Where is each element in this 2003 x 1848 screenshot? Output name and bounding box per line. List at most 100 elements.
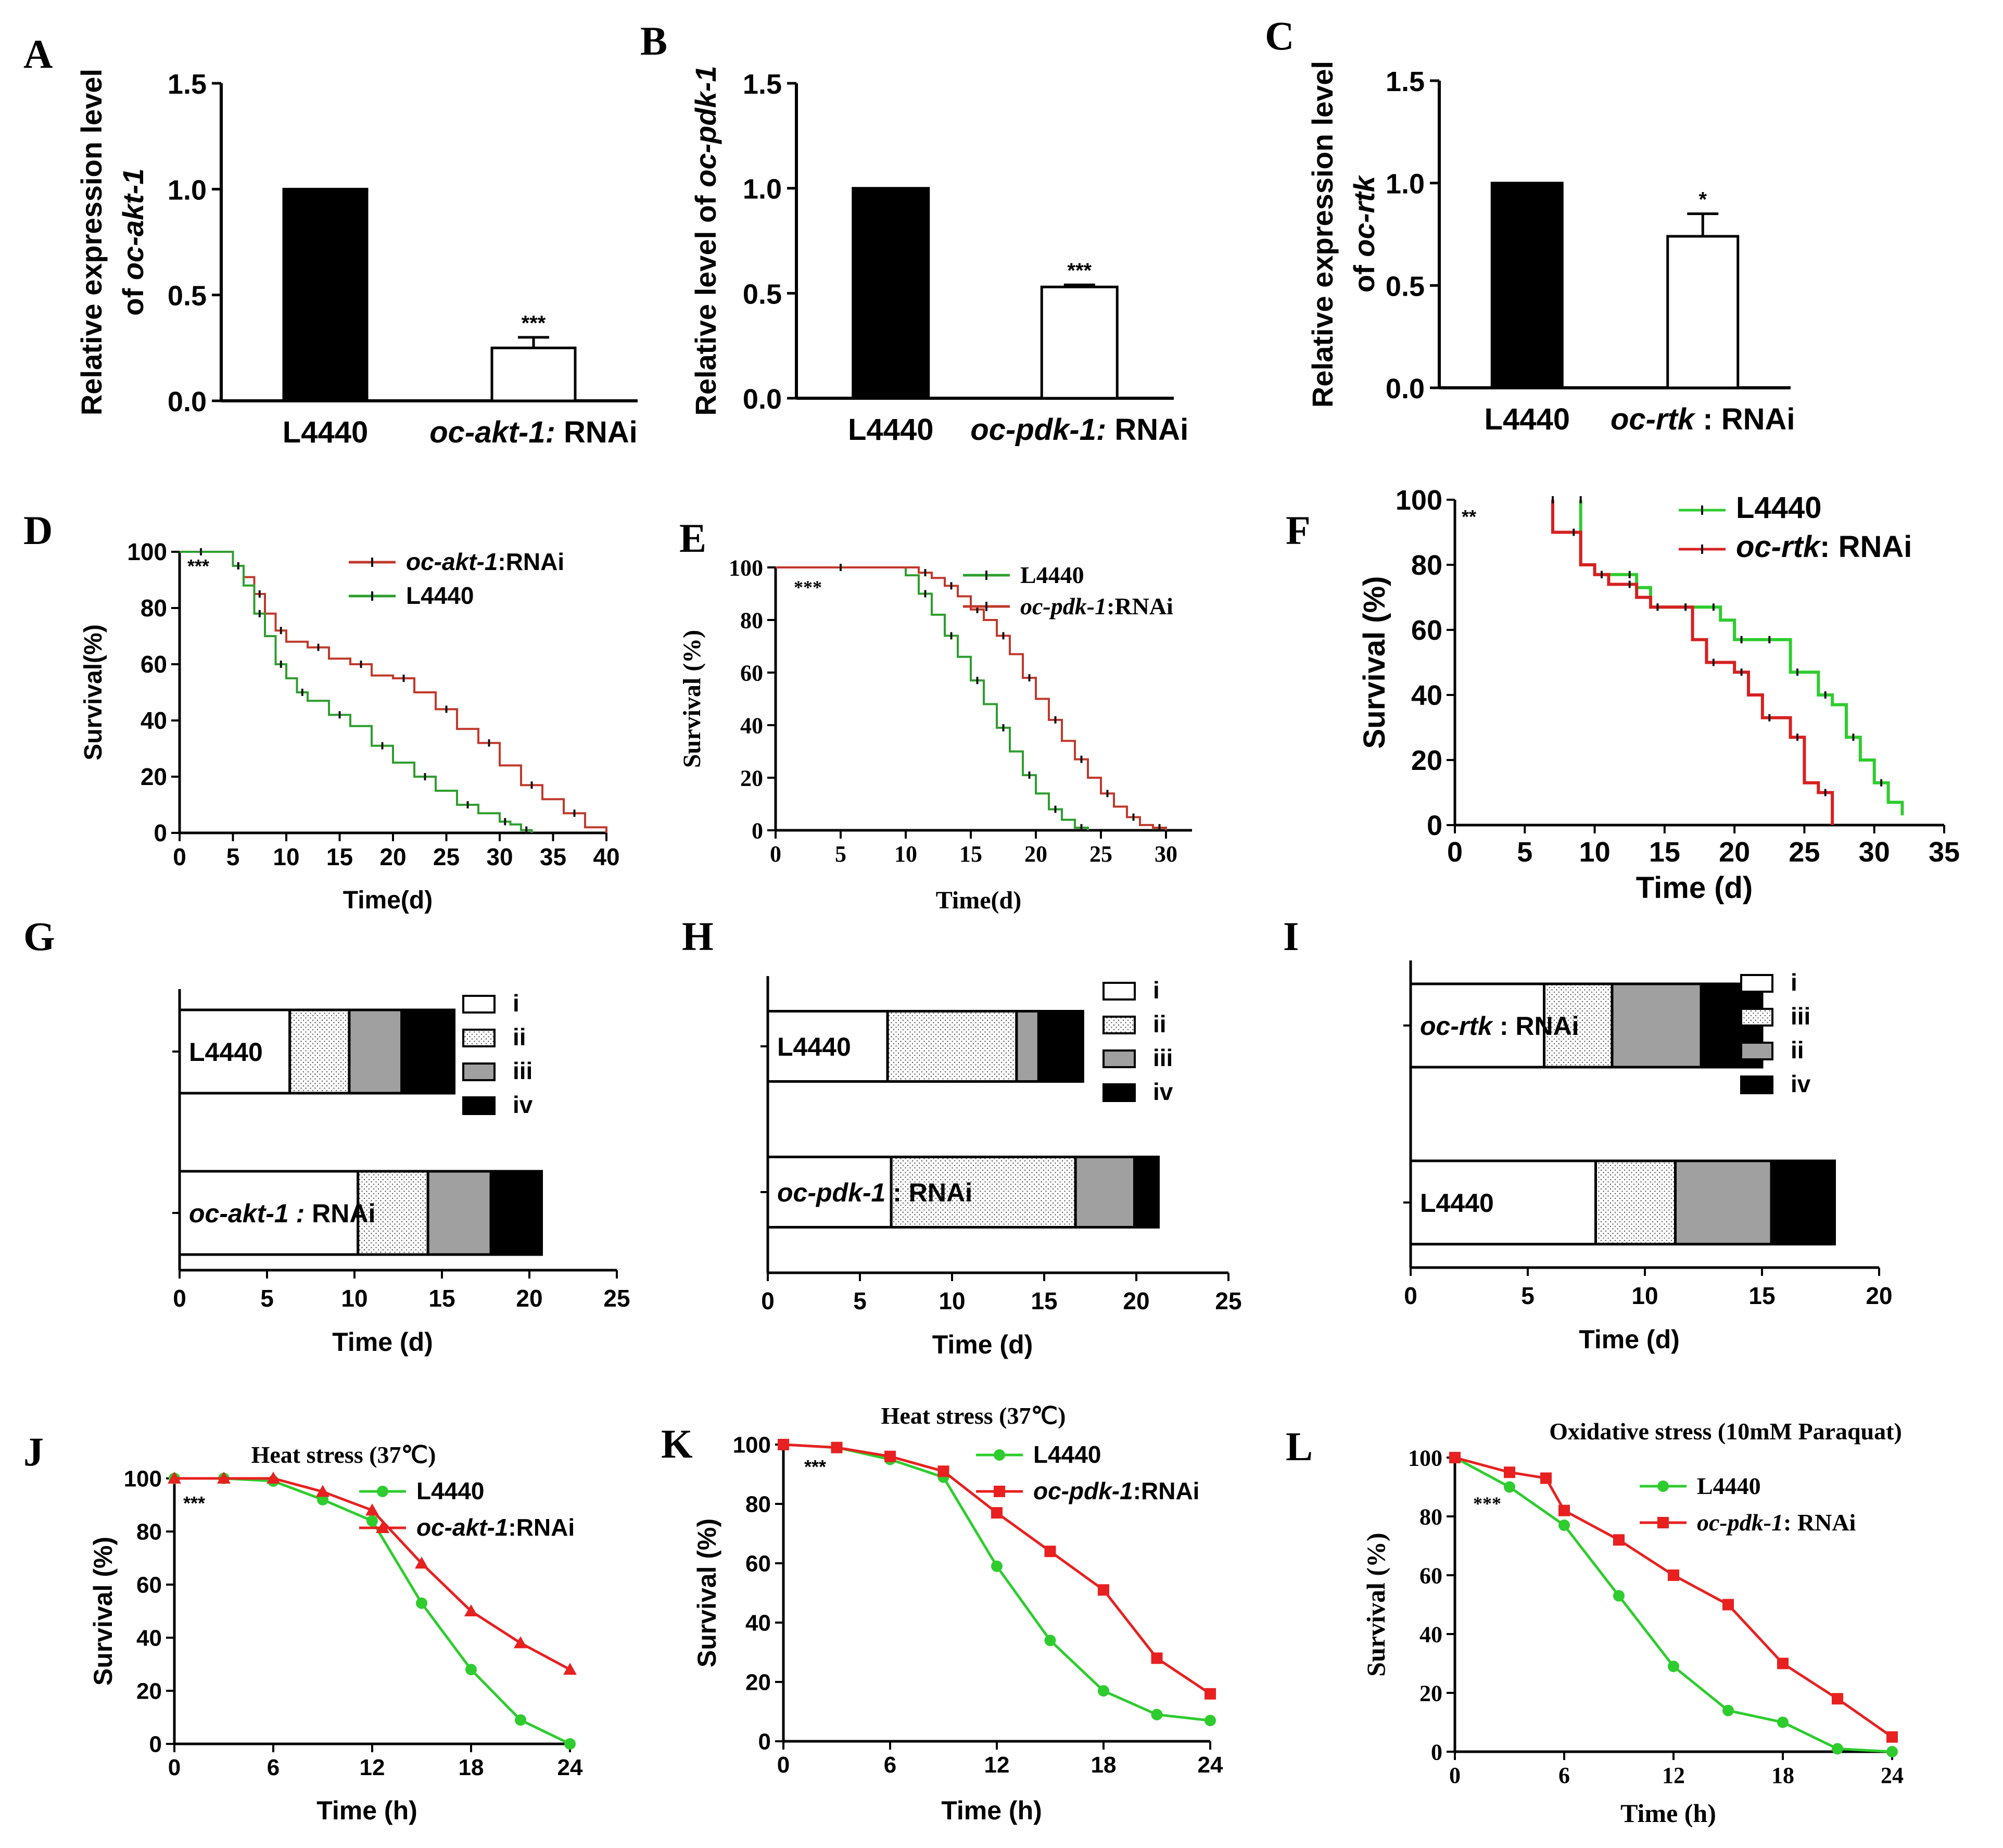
text-part: 0 [1404, 1282, 1417, 1309]
y-tick-label: 20 [1411, 745, 1442, 776]
data-point [1722, 1704, 1734, 1716]
row-label: oc-akt-1 : RNAi [189, 1199, 375, 1228]
series-oc-pdk-1-rnai [778, 1439, 1216, 1700]
x-tick-label: 0 [1447, 837, 1463, 868]
chart-title: Oxidative stress (10mM Paraquat) [1549, 1418, 1902, 1445]
legend-swatch [1740, 974, 1773, 993]
y-tick-label: 40 [1411, 680, 1442, 711]
text-part: L4440 [283, 415, 368, 449]
text-part: 5 [1517, 837, 1532, 868]
text-part: 60 [740, 660, 763, 686]
legend-label: L4440 [416, 1477, 484, 1504]
data-point [515, 1714, 526, 1726]
text-part: RNAi [305, 1199, 375, 1228]
survival-line [1551, 500, 1834, 825]
series-oc-akt-1-rnai [168, 1472, 577, 1675]
panel-label-d: D [23, 508, 53, 553]
legend-label: L4440 [1033, 1441, 1101, 1468]
x-tick-label: 15 [1031, 1287, 1057, 1314]
significance-marker: *** [187, 555, 209, 577]
text-part: 15 [1649, 837, 1680, 868]
y-tick-label: 80 [740, 607, 763, 633]
text-part: 24 [1881, 1763, 1904, 1788]
data-point [1613, 1534, 1625, 1546]
text-part: 40 [1419, 1622, 1442, 1647]
bar [1666, 235, 1740, 389]
survival-line [776, 566, 1089, 830]
text-part: *** [804, 1456, 826, 1477]
x-tick-label: 5 [260, 1285, 274, 1312]
x-axis-label: Time(d) [343, 887, 433, 914]
y-tick-label: 1.5 [1386, 66, 1425, 97]
text-part: Heat stress (37℃) [881, 1402, 1066, 1429]
text-part: 0 [761, 1287, 775, 1314]
legend: L4440 oc-akt-1:RNAi [359, 1477, 575, 1541]
text-part: *** [187, 555, 209, 577]
text-part: L4440 [848, 413, 933, 447]
stack-segment [1074, 1156, 1136, 1229]
data-point [778, 1439, 789, 1450]
y-tick-label: 0.5 [168, 281, 207, 312]
data-point [884, 1450, 896, 1462]
data-point [1832, 1693, 1843, 1705]
text-part: ii [1153, 1010, 1167, 1037]
text-part: Survival(%) [80, 624, 107, 760]
data-point [1504, 1466, 1515, 1478]
text-part: 15 [1031, 1287, 1057, 1314]
text-part: 1.0 [168, 174, 207, 206]
stack-segment [400, 1008, 456, 1095]
y-tick-label: 0.0 [168, 386, 207, 417]
text-part: 5 [260, 1285, 274, 1312]
survival-line [1454, 1456, 1893, 1753]
x-tick-label: 10 [273, 843, 299, 870]
legend-label: iii [1791, 1003, 1810, 1030]
legend-label: oc-akt-1:RNAi [416, 1514, 575, 1541]
row-label: L4440 [777, 1032, 851, 1061]
text-part: 0.5 [168, 281, 207, 312]
text-part: Relative expression level [75, 69, 108, 415]
x-tick-label: 35 [540, 843, 566, 870]
text-part: 24 [557, 1755, 583, 1780]
x-tick-label: 0 [1449, 1763, 1461, 1788]
text-part: 100 [733, 1432, 771, 1458]
y-axis-label: Survival (%) [1358, 576, 1391, 749]
text-part: ** [1462, 506, 1476, 527]
text-part: 25 [1789, 837, 1820, 868]
x-tick-label: 0 [173, 843, 186, 870]
y-tick-label: 80 [1419, 1504, 1442, 1529]
y-tick-label: 100 [1408, 1445, 1442, 1471]
x-tick-label: 5 [226, 843, 240, 870]
text-part: Relative expression level [1306, 61, 1339, 408]
y-axis-label: of oc-rtk [1348, 174, 1380, 293]
data-point [514, 1636, 527, 1649]
y-tick-label: 60 [1411, 615, 1442, 646]
x-tick-label: 10 [939, 1287, 965, 1314]
y-tick-label: 20 [1419, 1680, 1442, 1706]
chart-title: Heat stress (37℃) [881, 1402, 1066, 1429]
x-tick-label: 10 [341, 1285, 367, 1312]
text-part: 35 [540, 843, 566, 870]
text-part: L4440 [1485, 402, 1570, 436]
row-label: L4440 [1420, 1188, 1494, 1218]
text-part: of [117, 280, 149, 315]
text-part: L4440 [416, 1477, 484, 1504]
legend-label: ii [1791, 1036, 1804, 1064]
text-part: 12 [1662, 1763, 1685, 1788]
text-part: 20 [516, 1285, 542, 1312]
x-tick-label: 5 [853, 1287, 867, 1314]
legend-swatch [1102, 1083, 1136, 1102]
text-part: 15 [326, 843, 353, 870]
text-part: 20 [136, 1678, 162, 1704]
text-part: L4440 [1736, 491, 1821, 525]
text-part: Time (d) [932, 1330, 1033, 1359]
significance-marker: *** [183, 1492, 205, 1514]
text-part: of [1348, 257, 1380, 293]
text-part: Relative level of [689, 187, 722, 416]
text-part: : RNAi [1694, 402, 1795, 436]
x-tick-label: 30 [486, 843, 513, 870]
text-part: 20 [1419, 1680, 1442, 1706]
text-part: 20 [1024, 841, 1047, 867]
text-part: G [23, 914, 55, 959]
x-tick-label: 10 [894, 841, 917, 867]
